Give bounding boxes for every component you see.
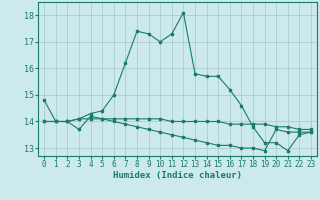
X-axis label: Humidex (Indice chaleur): Humidex (Indice chaleur) — [113, 171, 242, 180]
